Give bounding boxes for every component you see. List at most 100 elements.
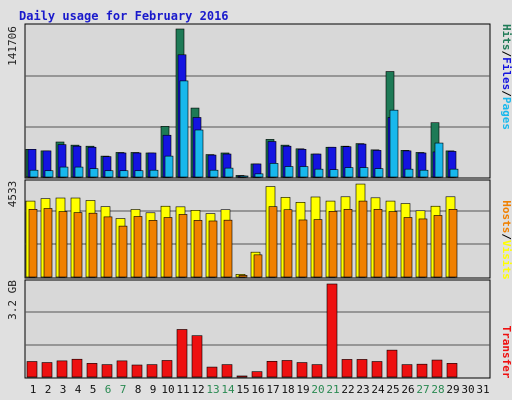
transfer-transfer-bar-day-7 (116, 360, 128, 378)
x-tick-label-day-17: 17 (266, 383, 279, 396)
x-tick-label-day-25: 25 (386, 383, 399, 396)
visits-hosts-bar-day-14 (223, 219, 233, 278)
visits-hosts-bar-day-11 (178, 214, 188, 278)
x-tick-label-day-8: 8 (135, 383, 142, 396)
x-tick-label-day-23: 23 (356, 383, 369, 396)
hits-pages-bar-day-23 (359, 167, 369, 178)
visits-legend-part-2: Visits (500, 240, 512, 280)
transfer-transfer-bar-day-19 (296, 362, 308, 378)
transfer-transfer-bar-day-24 (371, 361, 383, 378)
hits-pages-bar-day-21 (329, 169, 339, 178)
visits-hosts-bar-day-9 (148, 220, 158, 278)
hits-pages-bar-day-25 (389, 109, 399, 178)
x-tick-label-day-14: 14 (221, 383, 235, 396)
x-tick-label-day-10: 10 (161, 383, 174, 396)
x-tick-label-day-26: 26 (401, 383, 414, 396)
x-tick-label-day-2: 2 (45, 383, 52, 396)
hits-pages-bar-day-19 (299, 166, 309, 178)
x-tick-label-day-9: 9 (150, 383, 157, 396)
x-tick-label-day-18: 18 (281, 383, 294, 396)
hits-pages-bar-day-29 (449, 168, 459, 178)
visits-hosts-bar-day-2 (43, 208, 53, 278)
visits-hosts-bar-day-20 (313, 219, 323, 278)
x-tick-label-day-4: 4 (75, 383, 82, 396)
visits-legend: Hosts/Visits (500, 200, 512, 280)
transfer-transfer-bar-day-17 (266, 360, 278, 378)
hits-pages-bar-day-20 (314, 168, 324, 178)
visits-hosts-bar-day-7 (118, 225, 128, 278)
transfer-transfer-bar-day-21 (326, 283, 338, 378)
visits-hosts-bar-day-10 (163, 217, 173, 278)
x-tick-label-day-16: 16 (251, 383, 264, 396)
chart-title: Daily usage for February 2016 (19, 9, 229, 23)
visits-hosts-bar-day-26 (403, 217, 413, 278)
hits-pages-bar-day-7 (119, 170, 129, 178)
x-tick-label-day-1: 1 (30, 383, 37, 396)
visits-hosts-bar-day-6 (103, 216, 113, 278)
transfer-transfer-bar-day-2 (41, 362, 53, 378)
visits-hosts-bar-day-27 (418, 218, 428, 278)
hits-pages-bar-day-16 (254, 173, 264, 178)
visits-legend-part-1: / (500, 233, 512, 240)
transfer-transfer-bar-day-10 (161, 360, 173, 378)
x-tick-label-day-13: 13 (206, 383, 219, 396)
visits-hosts-bar-day-21 (328, 211, 338, 278)
visits-hosts-bar-day-3 (58, 211, 68, 278)
visits-hosts-bar-day-19 (298, 219, 308, 278)
x-tick-label-day-27: 27 (416, 383, 429, 396)
hits-pages-bar-day-1 (29, 169, 39, 178)
visits-ymax-label: 4533 (6, 181, 19, 208)
transfer-transfer-bar-day-25 (386, 349, 398, 378)
transfer-transfer-bar-day-22 (341, 359, 353, 378)
transfer-transfer-bar-day-20 (311, 364, 323, 378)
hits-pages-bar-day-28 (434, 142, 444, 178)
transfer-transfer-bar-day-27 (416, 363, 428, 378)
transfer-transfer-bar-day-1 (26, 361, 38, 378)
visits-hosts-bar-day-23 (358, 200, 368, 278)
visits-hosts-bar-day-28 (433, 215, 443, 278)
transfer-transfer-bar-day-3 (56, 360, 68, 378)
transfer-transfer-bar-day-5 (86, 363, 98, 378)
hits-legend-part-4: Pages (500, 97, 512, 130)
transfer-transfer-bar-day-26 (401, 364, 413, 378)
hits-pages-bar-day-24 (374, 168, 384, 178)
visits-hosts-bar-day-1 (28, 208, 38, 278)
x-tick-label-day-5: 5 (90, 383, 97, 396)
hits-pages-bar-day-2 (44, 170, 54, 178)
transfer-transfer-bar-day-6 (101, 364, 113, 378)
hits-pages-bar-day-22 (344, 167, 354, 178)
hits-pages-bar-day-4 (74, 166, 84, 178)
hits-pages-bar-day-6 (104, 170, 114, 178)
transfer-transfer-bar-day-9 (146, 364, 158, 378)
visits-hosts-bar-day-5 (88, 212, 98, 278)
hits-ymax-label: 141706 (6, 26, 19, 66)
visits-hosts-bar-day-24 (373, 208, 383, 278)
x-tick-label-day-11: 11 (176, 383, 189, 396)
hits-legend-part-0: Hits (500, 24, 512, 51)
visits-hosts-bar-day-12 (193, 220, 203, 278)
visits-panel (24, 179, 491, 279)
transfer-transfer-bar-day-11 (176, 329, 188, 378)
hits-pages-bar-day-15 (239, 175, 249, 178)
visits-hosts-bar-day-17 (268, 206, 278, 278)
x-tick-label-day-24: 24 (371, 383, 385, 396)
visits-hosts-bar-day-18 (283, 209, 293, 278)
visits-hosts-bar-day-13 (208, 220, 218, 278)
hits-pages-bar-day-27 (419, 169, 429, 178)
visits-hosts-bar-day-25 (388, 211, 398, 278)
x-tick-label-day-28: 28 (431, 383, 444, 396)
transfer-transfer-bar-day-18 (281, 360, 293, 378)
visits-hosts-bar-day-29 (448, 208, 458, 278)
hits-pages-bar-day-12 (194, 129, 204, 178)
visits-hosts-bar-day-8 (133, 216, 143, 278)
hits-pages-bar-day-26 (404, 168, 414, 178)
transfer-transfer-bar-day-23 (356, 359, 368, 378)
x-tick-label-day-30: 30 (461, 383, 474, 396)
hits-pages-bar-day-14 (224, 167, 234, 178)
transfer-legend-part-0: Transfer (500, 326, 512, 379)
transfer-transfer-bar-day-13 (206, 366, 218, 378)
hits-pages-bar-day-13 (209, 169, 219, 178)
hits-pages-bar-day-11 (179, 80, 189, 178)
transfer-transfer-bar-day-8 (131, 364, 143, 378)
